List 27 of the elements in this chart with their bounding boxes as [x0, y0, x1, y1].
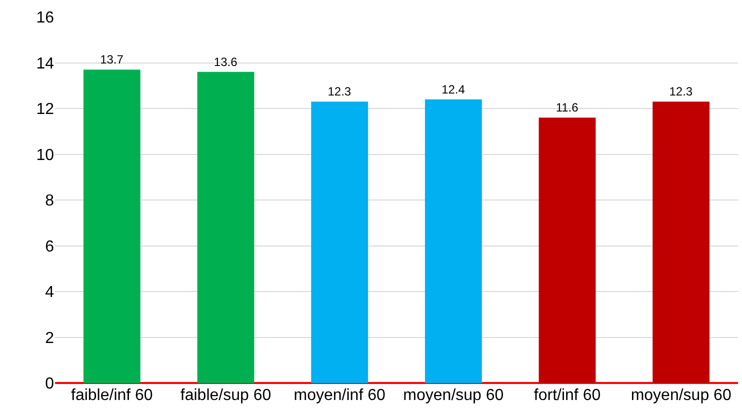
- data-label: 12.3: [669, 84, 693, 99]
- x-tick-label: fort/inf 60: [534, 387, 601, 404]
- y-tick-label: 14: [36, 55, 54, 72]
- y-tick-label: 2: [45, 330, 54, 347]
- x-tick-label: moyen/inf 60: [294, 387, 386, 404]
- bar: [424, 99, 482, 383]
- data-label: 12.3: [328, 84, 352, 99]
- bar: [311, 102, 368, 383]
- bar: [83, 70, 140, 383]
- bar: [652, 102, 710, 383]
- y-tick-label: 12: [36, 101, 54, 118]
- y-tick-label: 6: [45, 238, 54, 256]
- x-tick-label: moyen/sup 60: [403, 387, 504, 404]
- y-tick-label: 4: [45, 284, 54, 302]
- y-tick-label: 0: [45, 376, 54, 393]
- x-tick-label: faible/sup 60: [180, 387, 272, 404]
- x-tick-label: moyen/sup 60: [630, 387, 732, 404]
- bar: [197, 72, 254, 383]
- y-tick-label: 10: [36, 146, 54, 164]
- data-label: 13.6: [214, 54, 238, 69]
- data-label: 11.6: [556, 100, 579, 115]
- bar: [538, 118, 596, 383]
- x-tick-label: faible/inf 60: [71, 387, 153, 404]
- data-label: 12.4: [442, 82, 466, 96]
- data-label: 13.7: [100, 52, 124, 67]
- y-tick-label: 8: [45, 192, 54, 210]
- y-tick-label: 16: [36, 10, 54, 27]
